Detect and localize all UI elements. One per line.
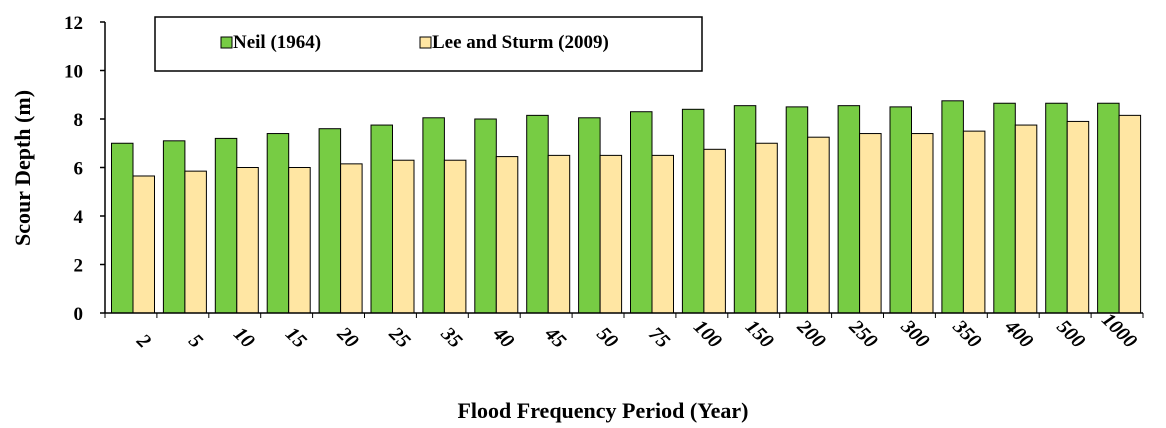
bar-neil-2	[111, 142, 134, 314]
x-tick-label-2: 2	[132, 329, 155, 352]
x-tick-label-250: 250	[844, 315, 881, 352]
x-tick-label-15: 15	[281, 323, 311, 353]
bar-neil-20	[318, 128, 342, 314]
bar-lee-and-sturm-200	[807, 136, 830, 314]
bar-neil-100	[681, 108, 705, 314]
y-tick-label-4: 4	[74, 207, 84, 228]
bar-lee-and-sturm-100	[703, 148, 726, 314]
bar-neil-350	[941, 100, 964, 314]
legend-label-lee-and-sturm: Lee and Sturm (2009)	[432, 32, 609, 53]
x-tick-label-300: 300	[896, 315, 933, 352]
y-axis-title-group: Scour Depth (m)	[10, 90, 35, 246]
y-tick-label-8: 8	[74, 110, 84, 131]
x-ticks-group: 2 5 10 15 20 25 35 40 45 50 75 100 150 200 250 300 350 40…	[104, 309, 1144, 353]
bar-neil-150	[733, 105, 757, 314]
x-tick-label-150: 150	[741, 316, 778, 353]
x-tick-label-25: 25	[384, 322, 414, 352]
bars-group	[111, 100, 1142, 314]
bar-lee-and-sturm-400	[1014, 124, 1038, 314]
bar-neil-400	[993, 102, 1016, 314]
y-ticks-group: 0 2 4 6 8 10 12	[64, 13, 105, 325]
bar-lee-and-sturm-45	[547, 154, 571, 314]
bar-lee-and-sturm-1000	[1118, 114, 1142, 314]
y-tick-label-6: 6	[74, 159, 84, 180]
bar-lee-and-sturm-300	[911, 133, 934, 314]
x-tick-label-10: 10	[229, 323, 259, 353]
bar-lee-and-sturm-2	[132, 175, 155, 314]
bar-neil-1000	[1097, 102, 1120, 314]
bar-lee-and-sturm-15	[288, 167, 311, 314]
bar-lee-and-sturm-10	[236, 167, 259, 314]
bar-lee-and-sturm-50	[599, 154, 623, 314]
x-tick-label-75: 75	[644, 323, 674, 353]
bar-lee-and-sturm-35	[443, 159, 467, 314]
bar-neil-50	[578, 117, 601, 314]
x-tick-label-100: 100	[689, 316, 726, 353]
bar-lee-and-sturm-150	[755, 142, 778, 314]
x-tick-label-20: 20	[332, 322, 362, 352]
x-tick-label-400: 400	[1000, 315, 1037, 352]
bar-neil-5	[162, 140, 186, 314]
bar-neil-15	[266, 133, 290, 314]
x-tick-label-1000: 1000	[1097, 309, 1141, 353]
x-tick-label-5: 5	[184, 330, 207, 353]
y-tick-label-0: 0	[74, 304, 84, 325]
bar-neil-250	[837, 105, 861, 314]
legend-swatch-neil	[220, 36, 233, 49]
bar-lee-and-sturm-75	[651, 154, 674, 314]
bar-lee-and-sturm-350	[962, 130, 986, 314]
y-axis-title: Scour Depth (m)	[10, 90, 35, 246]
legend-swatch-lee-and-sturm	[419, 36, 432, 49]
bar-neil-25	[370, 124, 393, 314]
bar-neil-300	[889, 106, 912, 314]
x-tick-label-350: 350	[948, 315, 985, 352]
x-tick-label-35: 35	[436, 322, 466, 352]
x-tick-label-45: 45	[540, 322, 570, 352]
bar-lee-and-sturm-20	[340, 163, 363, 314]
bar-neil-75	[630, 111, 653, 314]
bar-lee-and-sturm-500	[1066, 120, 1090, 314]
bar-lee-and-sturm-250	[859, 133, 882, 314]
bar-neil-500	[1045, 102, 1068, 314]
x-axis-title: Flood Frequency Period (Year)	[457, 398, 748, 423]
bar-neil-200	[785, 106, 809, 314]
bar-lee-and-sturm-40	[495, 156, 519, 314]
x-tick-label-200: 200	[792, 315, 829, 352]
bar-lee-and-sturm-5	[184, 170, 207, 314]
legend: Neil (1964) Lee and Sturm (2009)	[154, 16, 703, 72]
y-tick-label-12: 12	[64, 13, 83, 34]
y-tick-label-10: 10	[64, 62, 83, 83]
bar-neil-40	[474, 118, 497, 314]
bar-lee-and-sturm-25	[392, 159, 415, 314]
x-tick-label-500: 500	[1052, 316, 1089, 353]
bar-neil-45	[526, 114, 549, 314]
x-tick-label-40: 40	[488, 322, 518, 352]
bar-neil-10	[214, 137, 238, 314]
x-tick-label-50: 50	[592, 323, 622, 353]
legend-label-neil: Neil (1964)	[233, 32, 321, 53]
y-tick-label-2: 2	[74, 256, 84, 277]
bar-neil-35	[422, 117, 445, 314]
